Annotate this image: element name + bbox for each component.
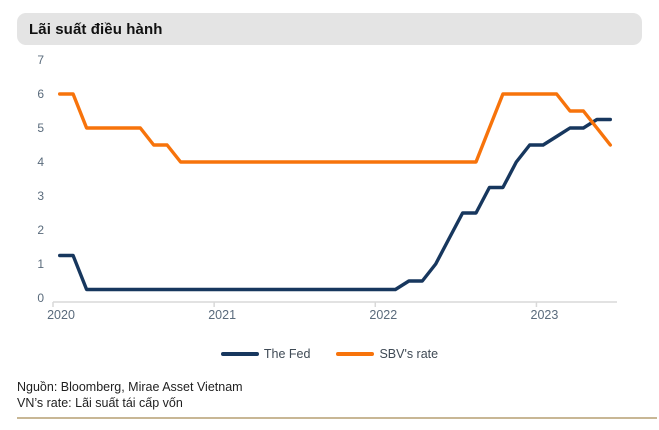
legend-item-sbv: SBV's rate [336,347,438,361]
y-axis-tick-label: 3 [37,189,44,203]
x-axis-tick-label: 2021 [208,308,236,322]
rate-note-text: VN’s rate: Lãi suất tái cấp vốn [17,395,183,410]
bottom-divider [17,417,657,419]
y-axis-tick-label: 0 [37,291,44,305]
series-line-sbv-s-rate [58,92,612,164]
source-text: Nguồn: Bloomberg, Mirae Asset Vietnam [17,380,243,394]
y-axis-tick-label: 2 [37,223,44,237]
chart-title: Lãi suất điều hành [29,20,163,38]
legend-label-fed: The Fed [263,347,311,361]
x-axis-tick-label: 2023 [531,308,559,322]
chart-title-bar: Lãi suất điều hành [17,13,642,45]
y-axis-tick-label: 7 [37,53,44,67]
sbv-line-marker-icon [336,351,375,357]
x-axis-tick-label: 2022 [369,308,397,322]
y-axis-tick-label: 6 [37,87,44,101]
series-line-the-fed [58,117,612,292]
y-axis-tick-label: 4 [37,155,44,169]
legend-item-fed: The Fed [220,347,311,361]
chart-legend: The Fed SBV's rate [0,346,659,362]
legend-label-sbv: SBV's rate [379,347,439,361]
y-axis-tick-label: 5 [37,121,44,135]
fed-line-marker-icon [220,351,259,357]
x-axis-tick-label: 2020 [47,308,75,322]
y-axis-tick-label: 1 [37,257,44,271]
policy-rate-line-chart: 0 1 2 3 4 5 6 7 2020 2021 2022 2023 [37,53,617,322]
source-note: Nguồn: Bloomberg, Mirae Asset Vietnam VN… [17,380,243,411]
